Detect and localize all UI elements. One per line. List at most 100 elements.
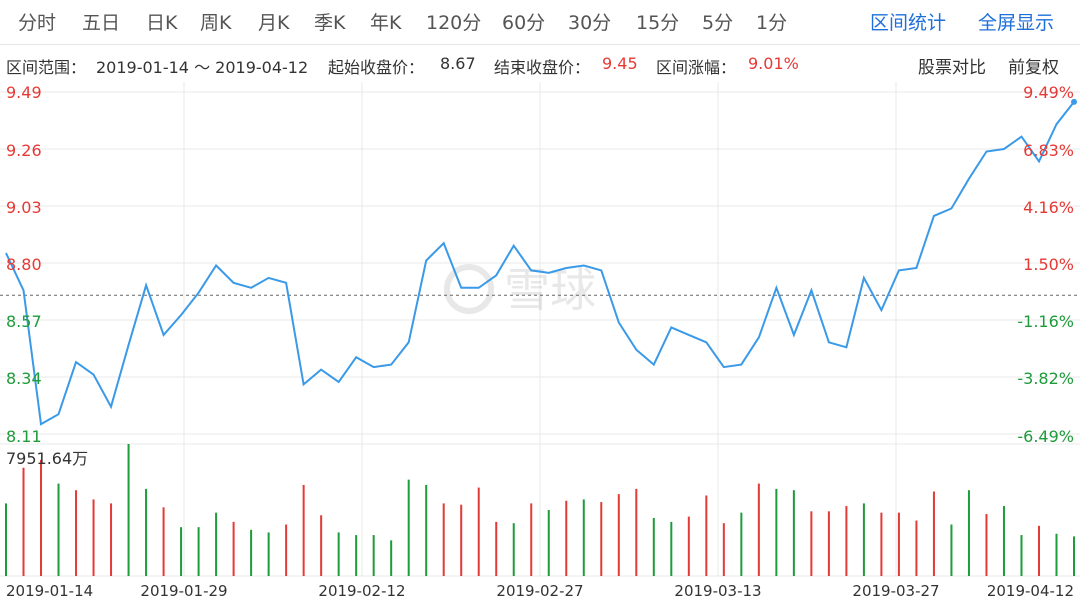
volume-bar: [40, 459, 43, 576]
volume-bar: [1037, 525, 1040, 576]
volume-bar: [302, 484, 305, 576]
volume-bar: [127, 444, 130, 576]
x-tick-label: 2019-03-13: [674, 582, 761, 600]
y-axis-left: 9.49 9.26 9.03 8.80 8.57 8.34 8.11: [6, 83, 42, 446]
start-close-label: 起始收盘价：: [328, 58, 425, 77]
y-tick-label-right: -1.16%: [1017, 312, 1074, 331]
period-tabs: 分时 五日 日K 周K 月K 季K 年K 120分 60分 30分 15分 5分…: [0, 0, 1080, 45]
volume-bar: [250, 529, 253, 576]
volume-bar: [757, 483, 760, 576]
y-tick-label-left: 9.03: [6, 198, 42, 217]
tab-30min[interactable]: 30分: [568, 12, 612, 34]
y-tick-label-right: -6.49%: [1017, 427, 1074, 446]
stock-compare-button[interactable]: 股票对比: [918, 58, 986, 78]
volume-bar: [232, 521, 235, 576]
y-tick-label-left: 8.80: [6, 255, 42, 274]
volume-bar: [932, 491, 935, 576]
volume-bar: [827, 511, 830, 576]
volume-bar: [390, 540, 393, 576]
start-close-value: 8.67: [440, 54, 476, 73]
volume-bar: [5, 503, 7, 576]
x-tick-label: 2019-04-12: [987, 582, 1074, 600]
price-line: [5, 101, 1075, 426]
volume-bar: [285, 524, 288, 576]
volume-bar: [687, 516, 690, 576]
volume-bar: [617, 494, 620, 576]
volume-bar: [792, 490, 795, 576]
volume-bar: [145, 488, 148, 576]
tab-five-day[interactable]: 五日: [82, 12, 121, 34]
x-tick-label: 2019-03-27: [852, 582, 939, 600]
grid-lines: [0, 82, 1080, 577]
tab-yearly-k[interactable]: 年K: [370, 12, 402, 34]
volume-bar: [267, 532, 270, 576]
volume-bar: [1073, 536, 1075, 576]
tab-quarterly-k[interactable]: 季K: [314, 12, 346, 34]
fullscreen-link[interactable]: 全屏显示: [978, 12, 1055, 34]
range-value: 2019-01-14 ～ 2019-04-12: [96, 58, 309, 77]
y-tick-label-right: 4.16%: [1023, 198, 1074, 217]
volume-bar: [162, 507, 165, 576]
x-tick-label: 2019-02-12: [318, 582, 405, 600]
volume-bar: [337, 532, 340, 576]
x-tick-label: 2019-01-14: [6, 582, 93, 600]
y-tick-label-right: 6.83%: [1023, 141, 1074, 160]
watermark-logo: 雪球: [444, 263, 596, 317]
change-value: 9.01%: [748, 54, 799, 73]
x-axis-labels: 2019-01-14 2019-01-29 2019-02-12 2019-02-27…: [6, 582, 1074, 600]
tab-monthly-k[interactable]: 月K: [258, 12, 290, 34]
y-tick-label-right: 1.50%: [1023, 255, 1074, 274]
volume-bar: [862, 503, 865, 576]
volume-bar: [460, 504, 463, 576]
volume-bar: [442, 503, 445, 576]
volume-bar: [512, 523, 515, 576]
x-tick-label: 2019-02-27: [496, 582, 583, 600]
volume-bar: [722, 523, 725, 576]
volume-bar: [110, 503, 113, 576]
volume-max-label: 7951.64万: [6, 449, 88, 468]
volume-bars: [5, 444, 1075, 576]
volume-bar: [407, 479, 410, 576]
volume-bar: [635, 488, 638, 576]
volume-bar: [547, 510, 550, 576]
tab-120min[interactable]: 120分: [426, 12, 482, 34]
x-tick-label: 2019-01-29: [140, 582, 227, 600]
y-tick-label-left: 9.26: [6, 141, 42, 160]
volume-bar: [530, 503, 533, 576]
range-info-bar: 区间范围： 2019-01-14 ～ 2019-04-12 起始收盘价： 8.6…: [0, 46, 1080, 82]
volume-bar: [670, 521, 673, 576]
volume-bar: [950, 524, 953, 576]
y-tick-label-right: -3.82%: [1017, 369, 1074, 388]
y-axis-right: 9.49% 6.83% 4.16% 1.50% -1.16% -3.82% -6.49%: [1017, 83, 1074, 446]
watermark-text: 雪球: [504, 263, 596, 317]
y-tick-label-left: 8.11: [6, 427, 42, 446]
volume-bar: [565, 500, 568, 576]
range-stats-link[interactable]: 区间统计: [870, 12, 947, 34]
volume-bar: [425, 484, 428, 576]
volume-bar: [985, 513, 988, 576]
volume-bar: [1055, 533, 1058, 576]
tab-60min[interactable]: 60分: [502, 12, 546, 34]
tab-15min[interactable]: 15分: [636, 12, 680, 34]
volume-bar: [22, 467, 25, 576]
volume-bar: [810, 511, 813, 576]
volume-bar: [915, 520, 918, 576]
y-tick-label-left: 9.49: [6, 83, 42, 102]
adjust-button[interactable]: 前复权: [1008, 58, 1059, 78]
tab-weekly-k[interactable]: 周K: [200, 12, 232, 34]
volume-bar: [582, 499, 585, 576]
tab-daily-k[interactable]: 日K: [146, 12, 178, 34]
y-tick-label-left: 8.34: [6, 369, 42, 388]
volume-bar: [880, 512, 883, 576]
volume-bar: [1020, 535, 1023, 576]
tab-5min[interactable]: 5分: [702, 12, 734, 34]
end-close-label: 结束收盘价：: [494, 58, 591, 77]
volume-bar: [740, 512, 743, 576]
tab-intraday[interactable]: 分时: [18, 12, 57, 34]
volume-bar: [92, 499, 95, 576]
volume-bar: [967, 490, 970, 576]
y-tick-label-left: 8.57: [6, 312, 42, 331]
range-label: 区间范围：: [6, 58, 87, 77]
tab-1min[interactable]: 1分: [756, 12, 788, 34]
